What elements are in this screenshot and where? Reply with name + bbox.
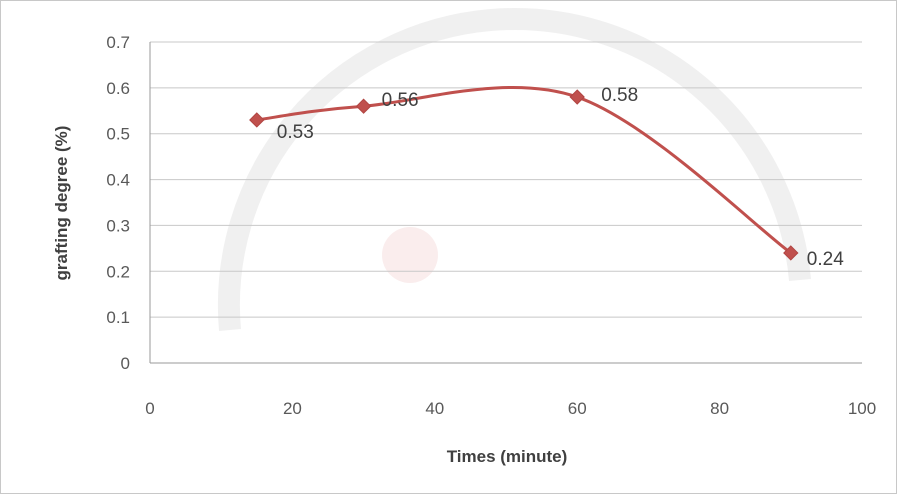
x-tick-label: 60 <box>568 399 587 418</box>
y-tick-label: 0.1 <box>106 308 130 327</box>
x-tick-label: 100 <box>848 399 876 418</box>
x-tick-labels: 0 20 40 60 80 100 <box>145 399 876 418</box>
y-tick-label: 0 <box>121 354 130 373</box>
series-line <box>256 86 792 255</box>
x-axis-title: Times (minute) <box>447 447 568 466</box>
y-tick-label: 0.3 <box>106 216 130 235</box>
y-tick-label: 0.4 <box>106 171 130 190</box>
y-axis-title: grafting degree (%) <box>52 126 71 281</box>
gridlines <box>150 41 862 364</box>
x-tick-label: 80 <box>710 399 729 418</box>
data-point-marker <box>783 245 799 261</box>
y-tick-label: 0.2 <box>106 262 130 281</box>
y-tick-label: 0.6 <box>106 79 130 98</box>
x-tick-label: 20 <box>283 399 302 418</box>
y-tick-label: 0.7 <box>106 33 130 52</box>
y-tick-label: 0.5 <box>106 125 130 144</box>
data-labels: 0.53 0.56 0.58 0.24 <box>277 85 844 270</box>
series-markers <box>249 89 799 261</box>
data-label: 0.56 <box>382 90 419 111</box>
data-point-marker <box>355 98 372 114</box>
y-tick-labels: 0 0.1 0.2 0.3 0.4 0.5 0.6 0.7 <box>106 33 130 373</box>
data-point-marker <box>249 112 265 128</box>
x-tick-label: 40 <box>425 399 444 418</box>
x-tick-label: 0 <box>145 399 154 418</box>
data-label: 0.24 <box>807 249 844 270</box>
watermark <box>217 7 811 331</box>
data-point-marker <box>569 89 585 105</box>
data-label: 0.53 <box>277 122 314 143</box>
data-label: 0.58 <box>601 85 638 106</box>
